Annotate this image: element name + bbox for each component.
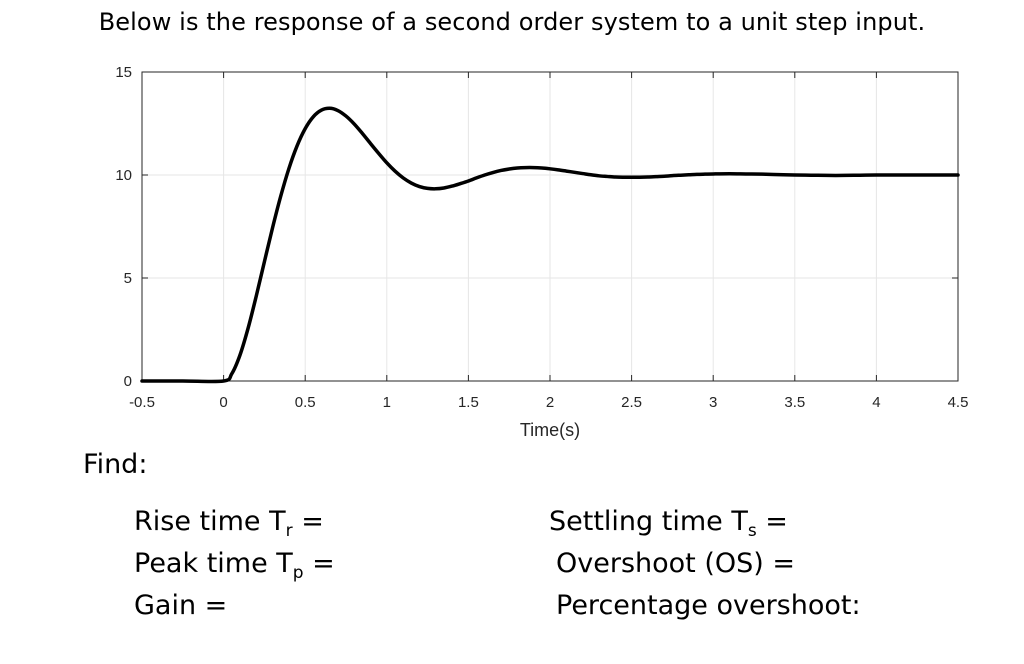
x-tick-label: 0	[219, 394, 227, 411]
rise-time-subscript: r	[285, 521, 293, 541]
problem-heading: Below is the response of a second order …	[98, 8, 926, 36]
series-layer	[140, 106, 960, 384]
y-tick-label: 15	[115, 64, 132, 81]
step-response-chart: -0.5 0 0.5 1 1.5 2 2.5 3 3.5 4 4.5 0 5 10 15 Time(s)	[115, 64, 968, 440]
settling-time-subscript: s	[747, 521, 757, 541]
peak-time-question: Peak time Tp =	[134, 548, 335, 582]
gain-question: Gain =	[134, 590, 228, 621]
x-tick-label: 1.5	[458, 394, 479, 411]
x-tick-label: 4.5	[948, 394, 969, 411]
y-tick-label: 5	[124, 270, 132, 287]
x-tick-label: 3	[709, 394, 717, 411]
settling-time-suffix: =	[756, 506, 788, 537]
peak-time-suffix: =	[303, 548, 335, 579]
x-tick-label: 0.5	[295, 394, 316, 411]
x-tick-label: -0.5	[129, 394, 155, 411]
y-tick-label: 10	[115, 167, 132, 184]
rise-time-question: Rise time Tr =	[134, 506, 324, 540]
x-tick-label: 3.5	[784, 394, 805, 411]
x-tick-label: 2.5	[621, 394, 642, 411]
settling-time-label: Settling time T	[549, 506, 748, 537]
y-tick-labels: 0 5 10 15	[115, 64, 132, 390]
x-tick-label: 1	[383, 394, 391, 411]
overshoot-question: Overshoot (OS) =	[556, 548, 795, 579]
settling-time-question: Settling time Ts =	[549, 506, 788, 540]
find-label: Find:	[83, 449, 148, 480]
percentage-overshoot-question: Percentage overshoot:	[556, 590, 861, 621]
x-axis-label: Time(s)	[520, 420, 580, 440]
plot-frame	[141, 71, 959, 382]
y-tick-label: 0	[124, 373, 132, 390]
rise-time-suffix: =	[292, 506, 324, 537]
x-tick-label: 4	[872, 394, 880, 411]
peak-time-label: Peak time T	[134, 548, 293, 579]
step-response-line	[140, 106, 960, 384]
x-tick-label: 2	[546, 394, 554, 411]
peak-time-subscript: p	[292, 563, 304, 583]
rise-time-label: Rise time T	[134, 506, 286, 537]
x-tick-labels: -0.5 0 0.5 1 1.5 2 2.5 3 3.5 4 4.5	[129, 394, 968, 411]
